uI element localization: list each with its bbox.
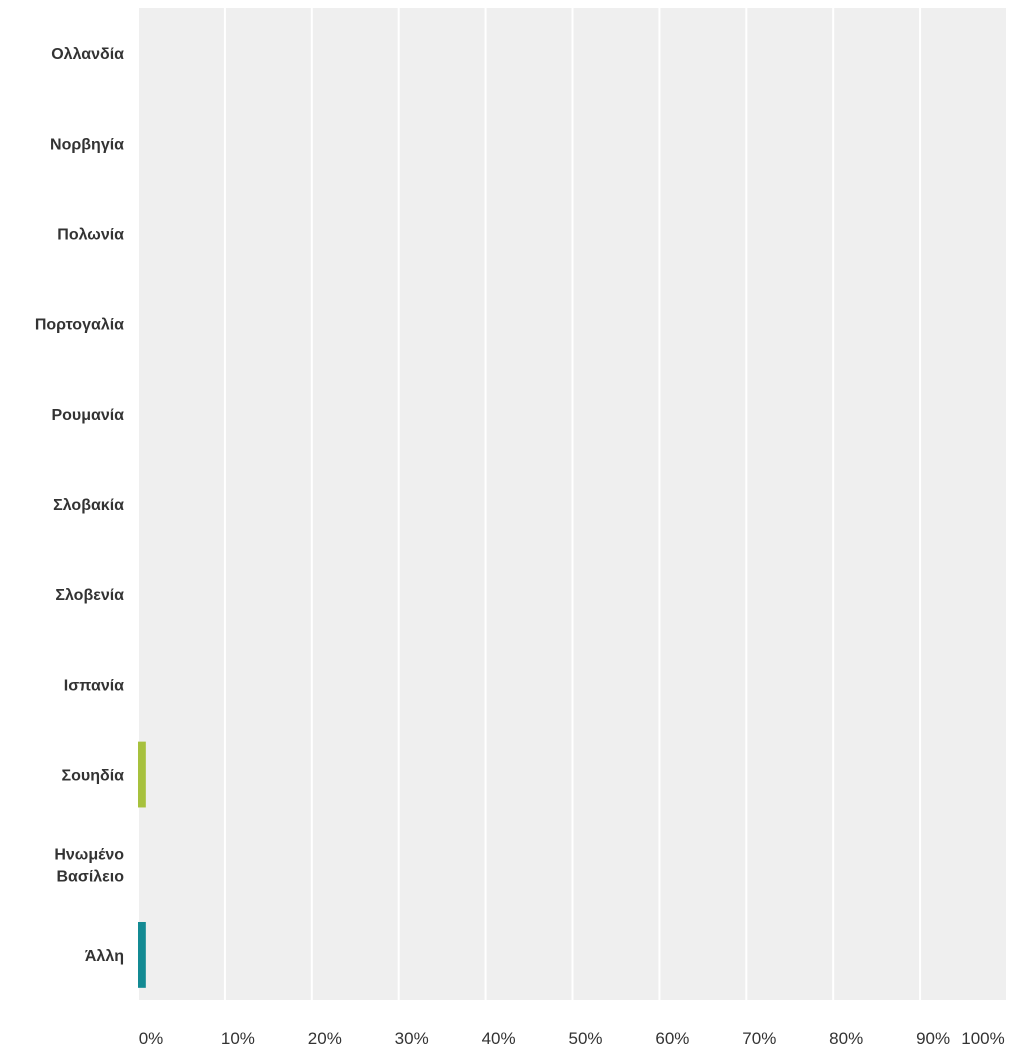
category-label: Άλλη [85, 948, 124, 965]
category-label: Πορτογαλία [35, 317, 124, 334]
bars [138, 741, 146, 988]
category-label: Ηνωμένο Βασίλειο [54, 847, 124, 886]
category-label: Ισπανία [64, 677, 124, 694]
x-tick-label: 70% [742, 1029, 776, 1048]
bar [138, 921, 146, 988]
category-label: Νορβηγία [50, 136, 124, 153]
x-tick-label: 80% [829, 1029, 863, 1048]
x-tick-label: 100% [961, 1029, 1004, 1048]
x-tick-label: 50% [568, 1029, 602, 1048]
bar [138, 741, 146, 808]
category-label: Πολωνία [57, 226, 124, 243]
x-tick-labels: 0% 10% 20% 30% 40% 50% 60% 70% 80% 90% 100% [139, 1029, 1005, 1048]
category-label: Ολλανδία [51, 46, 124, 63]
x-tick-label: 40% [482, 1029, 516, 1048]
gridlines [137, 8, 1008, 1000]
category-label: Ρουμανία [51, 407, 124, 424]
x-tick-label: 10% [221, 1029, 255, 1048]
category-labels: Ολλανδία Νορβηγία Πολωνία Πορτογαλία Ρουμανί… [35, 46, 124, 965]
category-label: Σλοβενία [55, 587, 124, 604]
category-label: Σλοβακία [53, 497, 124, 514]
x-tick-label: 90% [916, 1029, 950, 1048]
x-tick-label: 0% [139, 1029, 164, 1048]
category-label: Σουηδία [62, 768, 125, 785]
x-tick-label: 20% [308, 1029, 342, 1048]
x-tick-label: 60% [655, 1029, 689, 1048]
x-tick-label: 30% [395, 1029, 429, 1048]
